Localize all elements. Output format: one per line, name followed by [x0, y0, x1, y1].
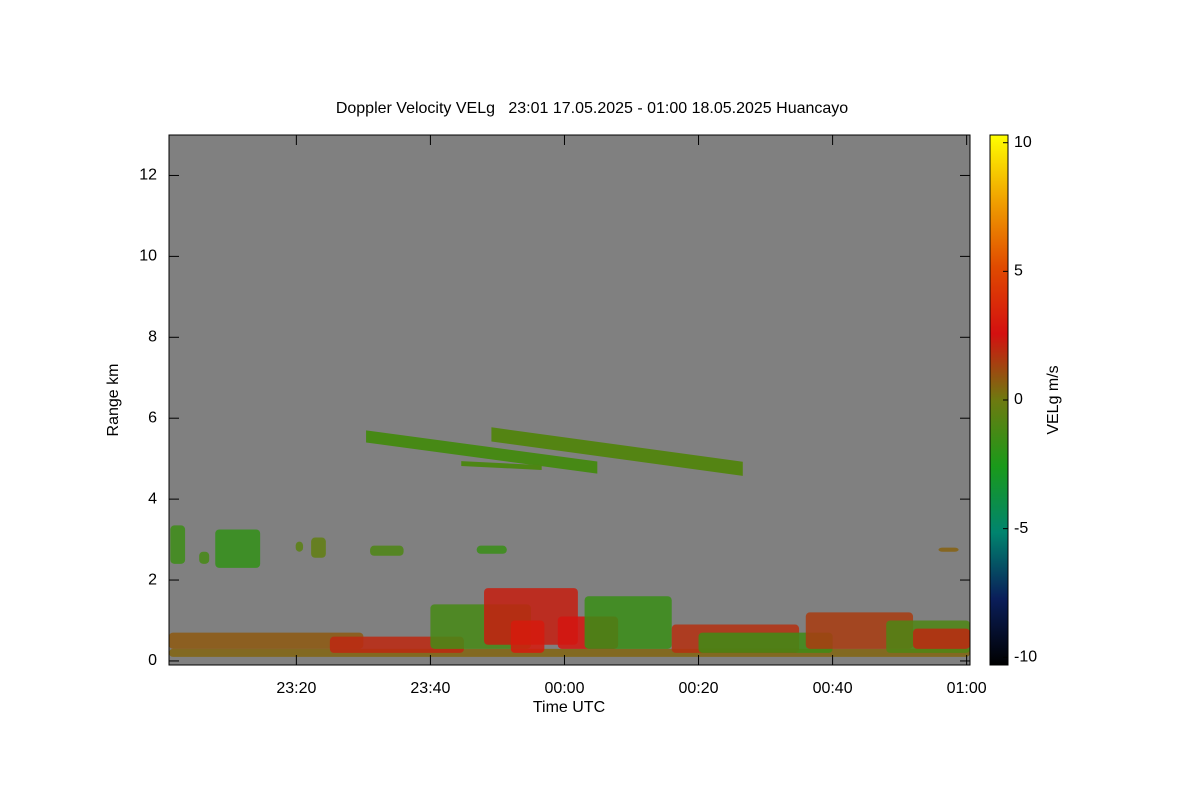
echo-patch [476, 545, 507, 554]
echo-layer-band [366, 430, 598, 474]
echo-patch [510, 620, 545, 653]
echo-patch [484, 588, 578, 645]
chart-title: Doppler Velocity VELg 23:01 17.05.2025 -… [336, 100, 848, 117]
echo-layer [169, 427, 970, 657]
plot-background [169, 135, 970, 665]
y-tick-label: 12 [139, 167, 157, 184]
y-tick-label: 0 [148, 652, 157, 669]
x-axis-label: Time UTC [533, 699, 605, 716]
y-tick-label: 6 [148, 409, 157, 426]
echo-patch [295, 541, 304, 552]
colorbar-tick-label: 5 [1014, 263, 1023, 280]
colorbar-tick-label: -10 [1014, 649, 1037, 666]
x-tick-label: 23:40 [410, 680, 450, 697]
y-tick-label: 4 [148, 490, 157, 507]
y-tick-label: 10 [139, 248, 157, 265]
colorbar-label: VELg m/s [1045, 365, 1062, 434]
echo-patch [170, 525, 186, 564]
echo-patch [938, 547, 959, 552]
echo-patch [169, 648, 970, 657]
echo-patch [199, 551, 210, 564]
colorbar-tick-label: 0 [1014, 391, 1023, 408]
y-tick-label: 8 [148, 329, 157, 346]
y-axis-label: Range km [105, 364, 122, 437]
echo-patch [370, 545, 404, 556]
echo-patch [584, 596, 672, 649]
x-tick-label: 01:00 [947, 680, 987, 697]
x-tick-label: 00:40 [813, 680, 853, 697]
x-tick-label: 23:20 [276, 680, 316, 697]
colorbar-tick-label: -5 [1014, 520, 1028, 537]
plot-frame [168, 134, 971, 666]
echo-patch [215, 529, 261, 568]
echo-patch [913, 628, 970, 649]
echo-layer-band [461, 461, 542, 470]
y-tick-label: 2 [148, 571, 157, 588]
x-tick-label: 00:00 [544, 680, 584, 697]
echo-patch [698, 632, 833, 653]
x-tick-label: 00:20 [679, 680, 719, 697]
echo-patch [169, 632, 364, 649]
echo-layer-band [491, 427, 743, 476]
echo-patch [311, 537, 326, 558]
colorbar-tick-label: 10 [1014, 134, 1032, 151]
